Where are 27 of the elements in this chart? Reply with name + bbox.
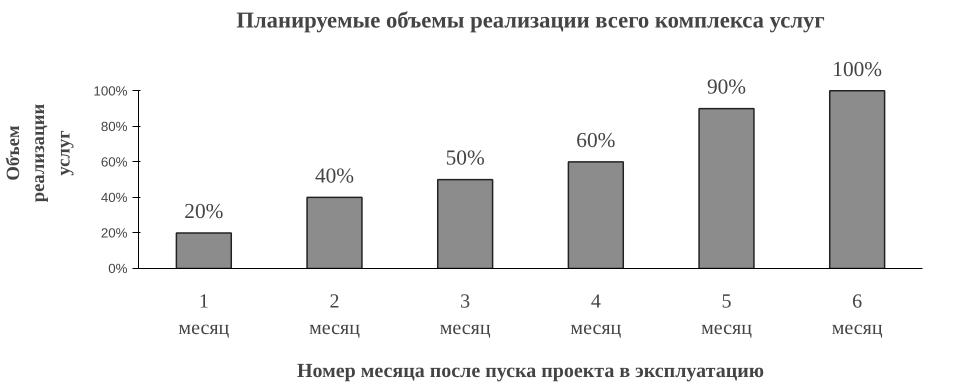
y-tick-label: 40% xyxy=(100,190,128,205)
data-label: 90% xyxy=(706,74,746,99)
x-tick-label: 2 месяц xyxy=(309,290,360,339)
bar xyxy=(436,178,494,268)
x-tick-label: 5 месяц xyxy=(701,290,752,339)
chart-title: Планируемые объемы реализации всего комплекса услуг xyxy=(236,8,825,32)
bar xyxy=(828,90,886,268)
y-tick-label: 0% xyxy=(108,261,128,276)
x-axis-title: Номер месяца после пуска проекта в эксплуатацию xyxy=(296,360,764,382)
y-tick-label: 60% xyxy=(100,154,128,170)
data-label: 20% xyxy=(184,198,224,223)
y-tick-label: 20% xyxy=(100,225,128,240)
bar xyxy=(568,161,624,268)
data-label: 40% xyxy=(314,163,354,188)
data-label: 50% xyxy=(446,146,485,170)
x-tick-label: 1 месяц xyxy=(178,290,230,339)
data-label: 100% xyxy=(832,56,882,81)
y-tick-label: 100% xyxy=(93,83,128,98)
bar xyxy=(176,232,232,268)
bar xyxy=(306,196,363,268)
x-tick-label: 6 месяц xyxy=(832,290,883,339)
x-tick-label: 3 месяц xyxy=(440,290,491,339)
x-tick-label: 4 месяц xyxy=(570,290,622,339)
y-axis-title: Объем реализации услуг xyxy=(3,104,74,202)
bar xyxy=(698,108,755,268)
data-label: 60% xyxy=(576,128,616,152)
y-tick-label: 80% xyxy=(100,118,128,134)
